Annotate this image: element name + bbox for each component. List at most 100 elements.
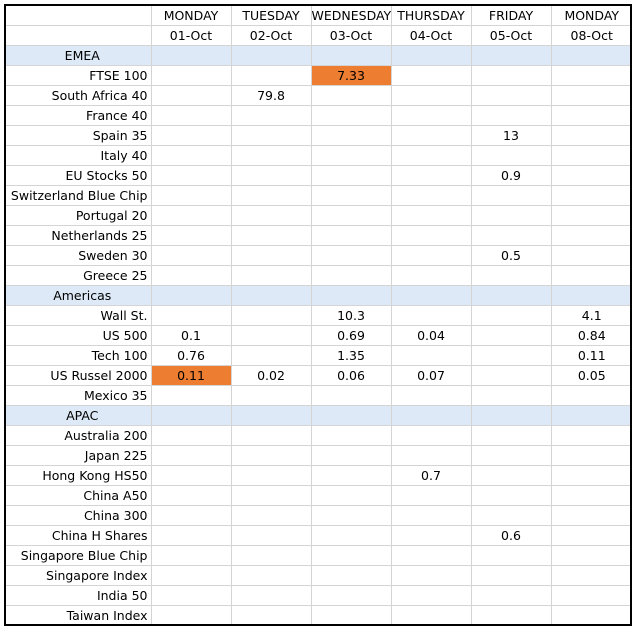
value-cell[interactable]: [311, 145, 392, 166]
value-cell[interactable]: 0.6: [471, 525, 552, 546]
value-cell[interactable]: [311, 405, 392, 426]
value-cell[interactable]: [151, 605, 232, 624]
value-cell[interactable]: [551, 245, 630, 266]
value-cell[interactable]: 0.76: [151, 345, 232, 366]
value-cell[interactable]: 0.04: [391, 325, 472, 346]
value-cell[interactable]: [391, 205, 472, 226]
value-cell[interactable]: [231, 105, 312, 126]
value-cell[interactable]: [471, 265, 552, 286]
value-cell[interactable]: [151, 265, 232, 286]
value-cell[interactable]: [471, 405, 552, 426]
value-cell[interactable]: [231, 325, 312, 346]
value-cell[interactable]: [231, 405, 312, 426]
value-cell[interactable]: [311, 485, 392, 506]
value-cell[interactable]: [471, 545, 552, 566]
value-cell[interactable]: [151, 485, 232, 506]
value-cell[interactable]: [471, 285, 552, 306]
value-cell[interactable]: [471, 585, 552, 606]
date-header[interactable]: 01-Oct: [151, 25, 232, 46]
value-cell[interactable]: [471, 45, 552, 66]
value-cell[interactable]: [311, 105, 392, 126]
value-cell[interactable]: [151, 505, 232, 526]
date-header[interactable]: 05-Oct: [471, 25, 552, 46]
value-cell[interactable]: [471, 85, 552, 106]
value-cell[interactable]: [391, 145, 472, 166]
value-cell[interactable]: [551, 465, 630, 486]
value-cell[interactable]: [391, 445, 472, 466]
row-label[interactable]: China H Shares: [6, 525, 152, 546]
value-cell[interactable]: [311, 205, 392, 226]
value-cell[interactable]: [311, 165, 392, 186]
value-cell[interactable]: 0.69: [311, 325, 392, 346]
row-label[interactable]: Australia 200: [6, 425, 152, 446]
value-cell[interactable]: [151, 225, 232, 246]
value-cell[interactable]: [151, 405, 232, 426]
row-label[interactable]: Wall St.: [6, 305, 152, 326]
value-cell[interactable]: [391, 485, 472, 506]
value-cell[interactable]: 0.11: [551, 345, 630, 366]
value-cell[interactable]: [151, 525, 232, 546]
value-cell[interactable]: [231, 145, 312, 166]
value-cell[interactable]: [231, 165, 312, 186]
row-label[interactable]: China A50: [6, 485, 152, 506]
section-label[interactable]: APAC: [6, 405, 152, 426]
value-cell[interactable]: [551, 605, 630, 624]
value-cell[interactable]: [311, 85, 392, 106]
value-cell[interactable]: [551, 285, 630, 306]
row-label[interactable]: FTSE 100: [6, 65, 152, 86]
value-cell[interactable]: [551, 205, 630, 226]
value-cell[interactable]: [391, 545, 472, 566]
value-cell[interactable]: [311, 605, 392, 624]
value-cell[interactable]: [151, 425, 232, 446]
value-cell[interactable]: [391, 425, 472, 446]
value-cell[interactable]: [151, 465, 232, 486]
value-cell[interactable]: [391, 225, 472, 246]
day-header[interactable]: TUESDAY: [231, 6, 312, 26]
value-cell[interactable]: [471, 365, 552, 386]
value-cell[interactable]: 0.06: [311, 365, 392, 386]
section-label[interactable]: EMEA: [6, 45, 152, 66]
value-cell[interactable]: [391, 165, 472, 186]
value-cell[interactable]: [391, 285, 472, 306]
value-cell[interactable]: [551, 405, 630, 426]
value-cell[interactable]: [151, 145, 232, 166]
value-cell[interactable]: [151, 85, 232, 106]
value-cell[interactable]: [231, 525, 312, 546]
row-label[interactable]: China 300: [6, 505, 152, 526]
value-cell[interactable]: [151, 585, 232, 606]
value-cell[interactable]: [151, 105, 232, 126]
value-cell[interactable]: [311, 565, 392, 586]
value-cell[interactable]: [391, 45, 472, 66]
value-cell[interactable]: [471, 305, 552, 326]
value-cell[interactable]: [471, 145, 552, 166]
row-label[interactable]: Spain 35: [6, 125, 152, 146]
value-cell[interactable]: [391, 505, 472, 526]
value-cell[interactable]: [471, 505, 552, 526]
value-cell[interactable]: [391, 385, 472, 406]
row-label[interactable]: US 500: [6, 325, 152, 346]
value-cell[interactable]: [391, 305, 472, 326]
row-label[interactable]: France 40: [6, 105, 152, 126]
value-cell[interactable]: [151, 545, 232, 566]
value-cell[interactable]: 13: [471, 125, 552, 146]
value-cell[interactable]: 0.9: [471, 165, 552, 186]
value-cell[interactable]: [311, 245, 392, 266]
day-header[interactable]: THURSDAY: [391, 6, 472, 26]
day-header[interactable]: MONDAY: [551, 6, 630, 26]
row-label[interactable]: Taiwan Index: [6, 605, 152, 624]
value-cell[interactable]: [551, 545, 630, 566]
row-label[interactable]: Tech 100: [6, 345, 152, 366]
value-cell[interactable]: [231, 585, 312, 606]
value-cell[interactable]: [231, 345, 312, 366]
value-cell[interactable]: 0.11: [151, 365, 232, 386]
value-cell[interactable]: [231, 485, 312, 506]
value-cell[interactable]: [231, 425, 312, 446]
row-label[interactable]: Switzerland Blue Chip: [6, 185, 152, 206]
value-cell[interactable]: [151, 185, 232, 206]
value-cell[interactable]: [151, 45, 232, 66]
value-cell[interactable]: [311, 445, 392, 466]
value-cell[interactable]: [551, 525, 630, 546]
value-cell[interactable]: [231, 445, 312, 466]
value-cell[interactable]: [471, 425, 552, 446]
value-cell[interactable]: [551, 125, 630, 146]
